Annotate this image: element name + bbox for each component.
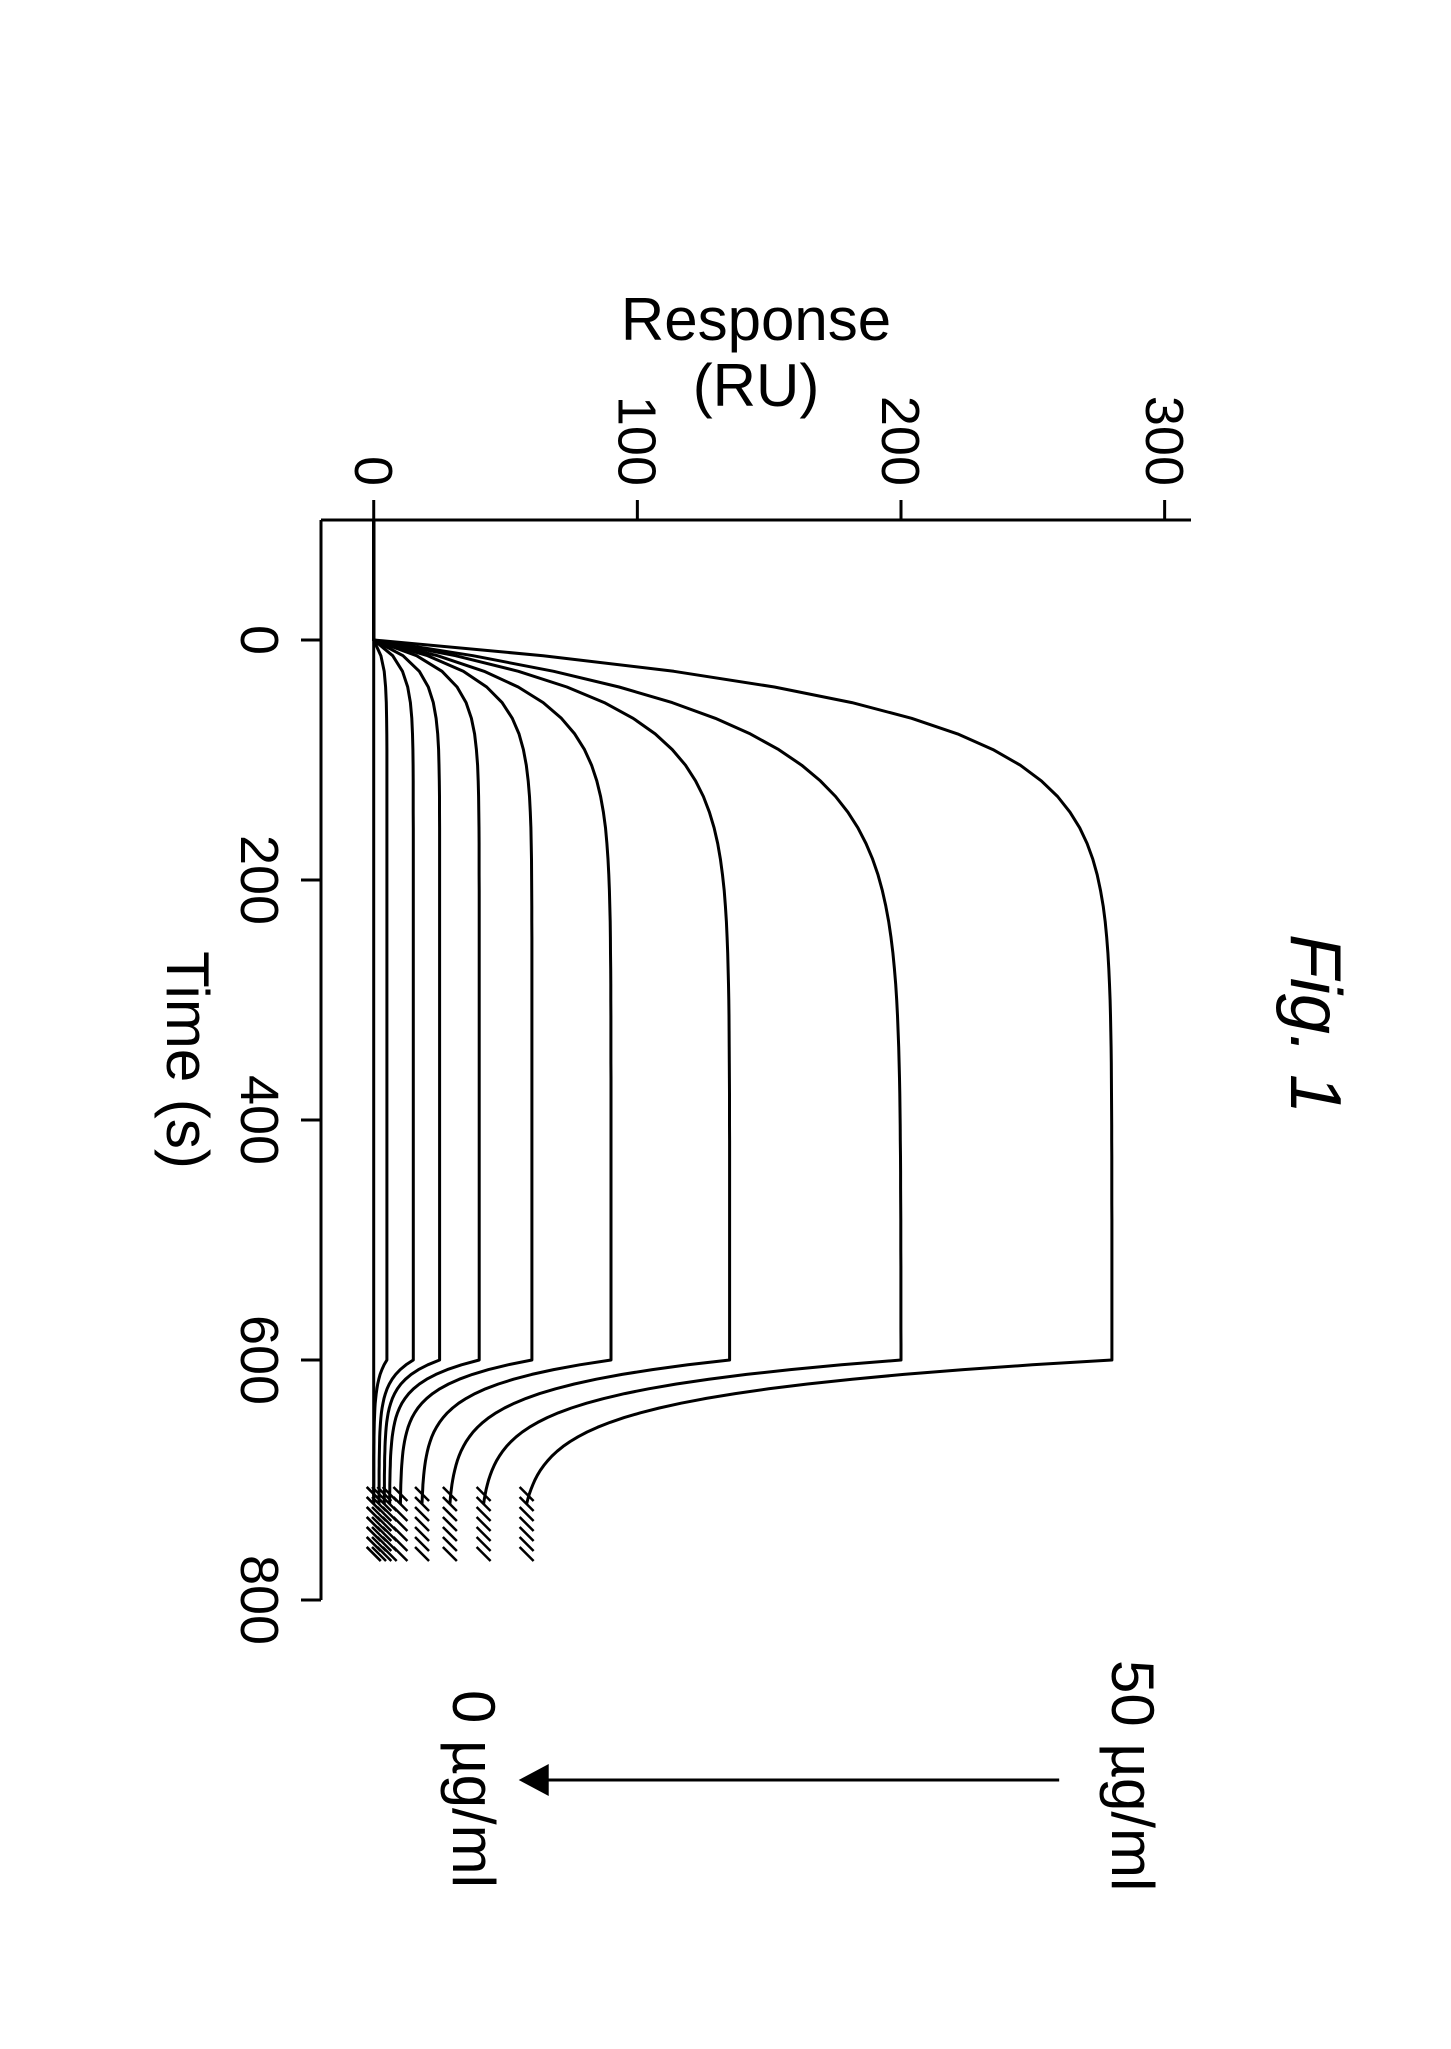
figure-title: Fig. 1: [1275, 934, 1355, 1114]
y-tick-label: 300: [1134, 396, 1194, 486]
x-axis-label: Time (s): [154, 951, 221, 1169]
sensorgram-chart: Fig. 1 0 200 400 600 800 0 100 200 300 Time (s)…: [0, 0, 1451, 2049]
y-tick-label: 0: [343, 456, 403, 486]
y-axis-label-line2: (RU): [693, 352, 820, 419]
x-tick-label: 800: [229, 1555, 289, 1645]
gradient-bottom-label: 0 µg/ml: [440, 1690, 507, 1888]
y-tick-label: 200: [870, 396, 930, 486]
x-tick-label: 0: [229, 625, 289, 655]
y-axis-label-line1: Response: [621, 286, 891, 353]
y-tick-label: 100: [606, 396, 666, 486]
x-tick-label: 600: [229, 1315, 289, 1405]
gradient-top-label: 50 µg/ml: [1099, 1660, 1166, 1891]
x-tick-label: 200: [229, 835, 289, 925]
x-tick-label: 400: [229, 1075, 289, 1165]
